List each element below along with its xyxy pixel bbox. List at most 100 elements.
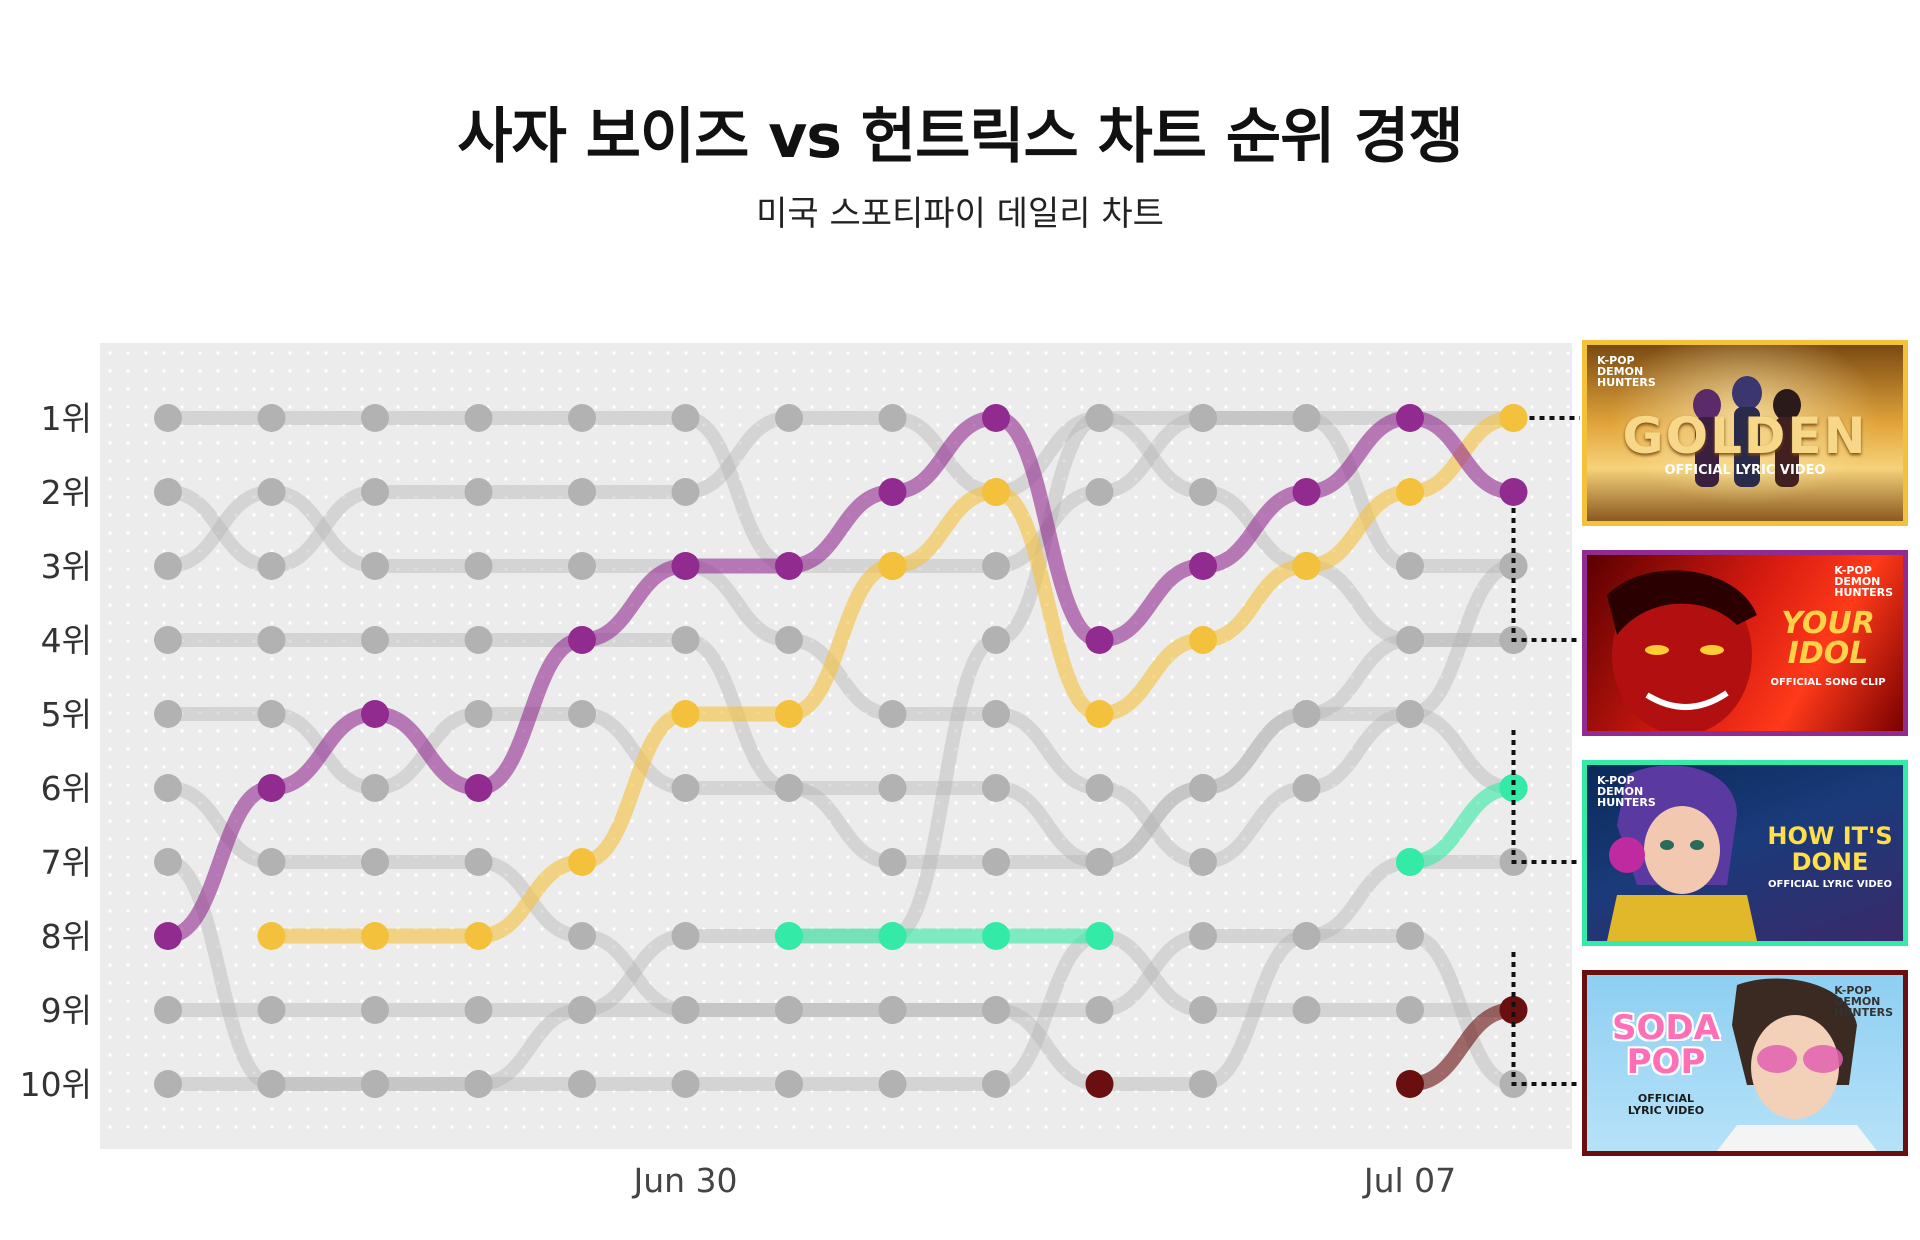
grid-dot — [1548, 1017, 1552, 1021]
grid-dot — [648, 1071, 652, 1075]
background-point — [257, 626, 286, 654]
grid-dot — [900, 693, 904, 697]
grid-dot — [684, 621, 688, 625]
grid-dot — [864, 873, 868, 877]
grid-dot — [882, 765, 886, 769]
grid-dot — [1530, 963, 1534, 967]
grid-dot — [774, 981, 778, 985]
grid-dot — [936, 513, 940, 517]
grid-dot — [882, 657, 886, 661]
grid-dot — [1080, 801, 1084, 805]
grid-dot — [1350, 1125, 1354, 1129]
grid-dot — [774, 531, 778, 535]
grid-dot — [1224, 909, 1228, 913]
grid-dot — [144, 567, 148, 571]
grid-dot — [1206, 837, 1210, 841]
grid-dot — [1530, 1107, 1534, 1111]
grid-dot — [1350, 387, 1354, 391]
grid-dot — [198, 639, 202, 643]
grid-dot — [720, 1089, 724, 1093]
grid-dot — [414, 1071, 418, 1075]
grid-dot — [702, 657, 706, 661]
grid-dot — [504, 1071, 508, 1075]
grid-dot — [126, 873, 130, 877]
grid-dot — [1476, 1125, 1480, 1129]
grid-dot — [1350, 441, 1354, 445]
grid-dot — [504, 999, 508, 1003]
grid-dot — [810, 1089, 814, 1093]
grid-dot — [558, 801, 562, 805]
grid-dot — [990, 765, 994, 769]
grid-dot — [846, 387, 850, 391]
grid-dot — [720, 1107, 724, 1111]
grid-dot — [306, 621, 310, 625]
grid-dot — [1278, 585, 1282, 589]
grid-dot — [1026, 639, 1030, 643]
grid-dot — [252, 711, 256, 715]
grid-dot — [882, 729, 886, 733]
grid-dot — [684, 891, 688, 895]
grid-dot — [1224, 477, 1228, 481]
grid-dot — [738, 423, 742, 427]
grid-dot — [558, 513, 562, 517]
grid-dot — [540, 1125, 544, 1129]
grid-dot — [882, 369, 886, 373]
grid-dot — [612, 387, 616, 391]
grid-dot — [288, 549, 292, 553]
grid-dot — [900, 873, 904, 877]
grid-dot — [360, 513, 364, 517]
grid-dot — [954, 747, 958, 751]
grid-dot — [738, 1053, 742, 1057]
grid-dot — [756, 459, 760, 463]
grid-dot — [1206, 585, 1210, 589]
grid-dot — [414, 675, 418, 679]
grid-dot — [648, 819, 652, 823]
grid-dot — [1422, 819, 1426, 823]
grid-dot — [1494, 855, 1498, 859]
grid-dot — [1278, 405, 1282, 409]
grid-dot — [198, 837, 202, 841]
grid-dot — [198, 855, 202, 859]
grid-dot — [720, 639, 724, 643]
background-series-line — [161, 706, 1521, 870]
grid-dot — [522, 1017, 526, 1021]
grid-dot — [972, 855, 976, 859]
grid-dot — [1350, 657, 1354, 661]
grid-dot — [432, 819, 436, 823]
grid-dot — [1494, 549, 1498, 553]
grid-dot — [954, 1071, 958, 1075]
grid-dot — [738, 783, 742, 787]
grid-dot — [1098, 1053, 1102, 1057]
grid-dot — [342, 531, 346, 535]
grid-dot — [450, 369, 454, 373]
grid-dot — [1170, 765, 1174, 769]
grid-dot — [144, 873, 148, 877]
grid-dot — [702, 1071, 706, 1075]
grid-dot — [630, 1071, 634, 1075]
grid-dot — [486, 369, 490, 373]
grid-dot — [1242, 1053, 1246, 1057]
grid-dot — [864, 711, 868, 715]
y-tick-label: 9위 — [41, 991, 92, 1030]
grid-dot — [342, 369, 346, 373]
grid-dot — [1008, 675, 1012, 679]
grid-dot — [288, 477, 292, 481]
grid-dot — [1314, 693, 1318, 697]
grid-dot — [486, 513, 490, 517]
grid-dot — [1350, 801, 1354, 805]
grid-dot — [504, 711, 508, 715]
grid-dot — [648, 963, 652, 967]
grid-dot — [648, 927, 652, 931]
grid-dot — [666, 621, 670, 625]
grid-dot — [756, 873, 760, 877]
grid-dot — [1296, 639, 1300, 643]
grid-dot — [1206, 657, 1210, 661]
grid-dot — [630, 549, 634, 553]
grid-dot — [1188, 891, 1192, 895]
grid-dot — [1476, 369, 1480, 373]
grid-dot — [1314, 1125, 1318, 1129]
grid-dot — [954, 495, 958, 499]
grid-dot — [846, 747, 850, 751]
grid-dot — [1512, 693, 1516, 697]
grid-dot — [1224, 423, 1228, 427]
